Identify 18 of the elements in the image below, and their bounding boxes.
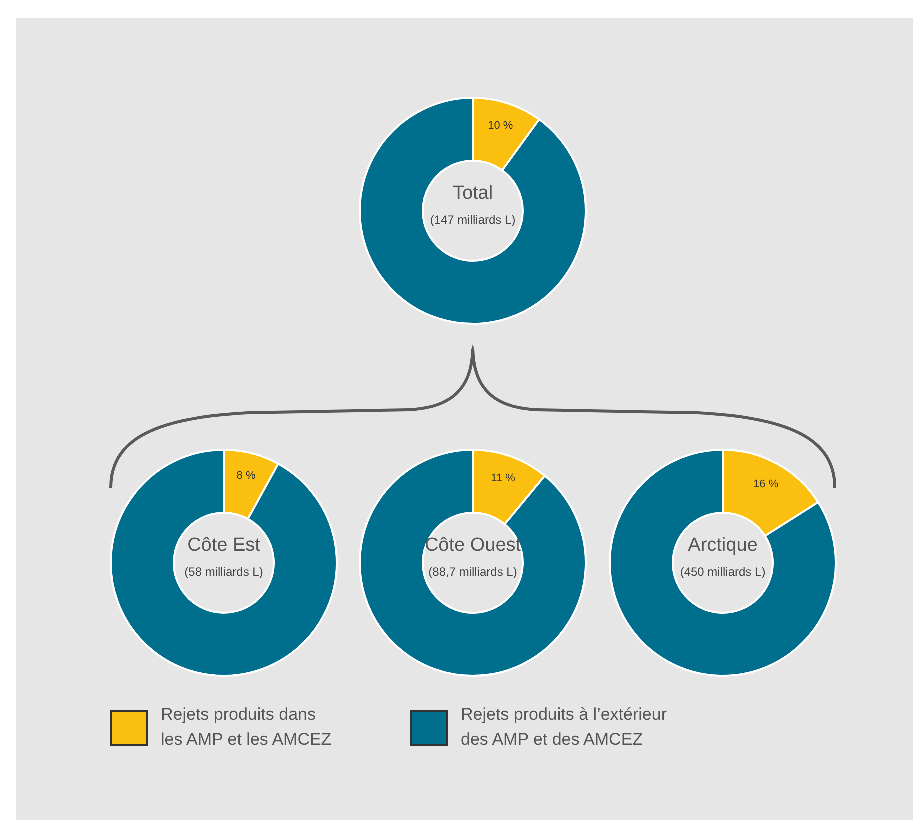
text: (58 milliards L): [184, 565, 264, 579]
text: Côte Ouest: [424, 535, 522, 556]
donut-slice: [609, 449, 837, 677]
legend-label: Rejets produits dans les AMP et les AMCEZ: [161, 705, 332, 749]
data-label: 8 %: [236, 470, 256, 482]
text: Côte Est: [188, 535, 262, 556]
data-label: 10 %: [488, 120, 514, 132]
text: (88,7 milliards L): [428, 565, 518, 579]
text: Arctique: [688, 535, 758, 556]
donut-slice: [110, 449, 338, 677]
data-label: 11 %: [491, 472, 516, 485]
text: Total: [452, 183, 494, 204]
data-label: 16 %: [754, 478, 779, 490]
text: (147 milliards L): [430, 213, 516, 227]
legend-label: Rejets produits à l’extérieur des AMP et des AMCEZ: [461, 705, 668, 749]
text: (450 milliards L): [680, 565, 766, 579]
donut-slice: [359, 97, 587, 325]
donut-slice: [359, 449, 587, 677]
